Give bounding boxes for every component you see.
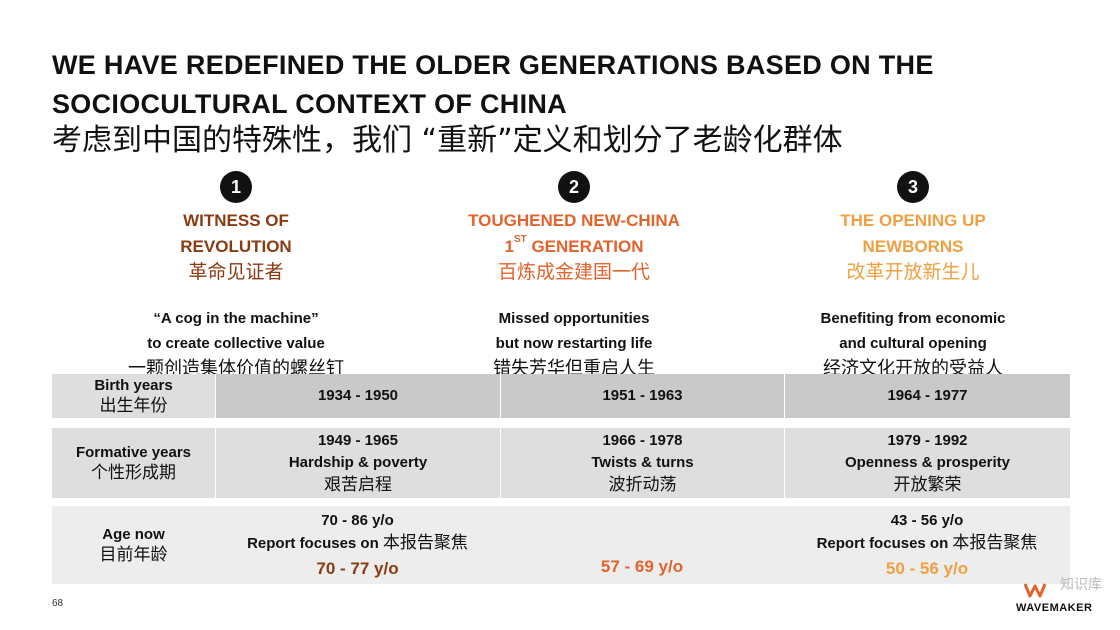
generation-description: “A cog in the machine” to create collect… bbox=[86, 306, 386, 356]
row-label: Formative years 个性形成期 bbox=[52, 428, 215, 498]
ordinal-number: 1 bbox=[504, 237, 514, 256]
generation-title-line1: TOUGHENED NEW-CHINA bbox=[468, 211, 680, 230]
generation-title-line1: THE OPENING UP bbox=[840, 211, 986, 230]
generation-desc-line1: Benefiting from economic bbox=[820, 310, 1006, 327]
generation-desc-zh: 一颗创造集体价值的螺丝钉 bbox=[128, 358, 344, 379]
report-focus-en: Report focuses on bbox=[816, 534, 953, 552]
table-cell: 1966 - 1978 Twists & turns 波折动荡 bbox=[500, 428, 784, 498]
formative-desc-en: Hardship & poverty bbox=[288, 454, 428, 471]
row-label-zh: 个性形成期 bbox=[91, 463, 176, 483]
report-focus-label: Report focuses on 本报告聚焦 bbox=[247, 532, 468, 555]
page-title-zh: 考虑到中国的特殊性，我们 “重新”定义和划分了老龄化群体 bbox=[52, 123, 843, 158]
generation-word: GENERATION bbox=[526, 237, 644, 256]
table-cell: 1934 - 1950 bbox=[215, 374, 500, 418]
table-row-birth-years: Birth years 出生年份 1934 - 1950 1951 - 1963… bbox=[52, 374, 1070, 418]
generation-desc-line2: to create collective value bbox=[147, 335, 325, 352]
row-label-zh: 出生年份 bbox=[99, 396, 168, 416]
formative-years-range: 1979 - 1992 bbox=[887, 432, 968, 449]
generation-title-zh: 革命见证者 bbox=[188, 261, 284, 283]
formative-desc-en: Openness & prosperity bbox=[844, 454, 1011, 471]
row-label-en: Formative years bbox=[75, 444, 192, 461]
generation-title: TOUGHENED NEW-CHINA 1ST GENERATION bbox=[424, 208, 724, 260]
watermark-text: 知识库 bbox=[1060, 577, 1102, 593]
row-label-zh: 目前年龄 bbox=[99, 545, 168, 565]
report-focus-zh: 本报告聚焦 bbox=[382, 532, 468, 553]
generation-title-line2: REVOLUTION bbox=[180, 237, 292, 256]
focus-age-range: 57 - 69 y/o bbox=[600, 557, 684, 576]
generation-description: Missed opportunities but now restarting … bbox=[424, 306, 724, 356]
generation-3: 3 THE OPENING UP NEWBORNS 改革开放新生儿 Benefi… bbox=[763, 171, 1063, 381]
report-focus-label: Report focuses on 本报告聚焦 bbox=[817, 532, 1038, 555]
row-label: Age now 目前年龄 bbox=[52, 506, 215, 584]
formative-years-range: 1966 - 1978 bbox=[602, 432, 683, 449]
focus-age-range: 50 - 56 y/o bbox=[885, 558, 969, 578]
row-label: Birth years 出生年份 bbox=[52, 374, 215, 418]
age-range: 43 - 56 y/o bbox=[890, 511, 964, 529]
page-title-en: WE HAVE REDEFINED THE OLDER GENERATIONS … bbox=[52, 50, 934, 119]
generation-desc-line2: but now restarting life bbox=[495, 335, 653, 352]
generation-desc-line2: and cultural opening bbox=[839, 335, 987, 352]
row-label-en: Birth years bbox=[94, 377, 173, 394]
table-cell: 1949 - 1965 Hardship & poverty 艰苦启程 bbox=[215, 428, 500, 498]
table-cell: 57 - 69 y/o bbox=[500, 506, 784, 584]
page-number: 68 bbox=[52, 598, 64, 609]
generation-1: 1 WITNESS OF REVOLUTION 革命见证者 “A cog in … bbox=[86, 171, 386, 381]
formative-desc-zh: 波折动荡 bbox=[608, 475, 677, 495]
generation-title-zh: 百炼成金建国一代 bbox=[497, 261, 650, 283]
generation-description: Benefiting from economic and cultural op… bbox=[763, 306, 1063, 356]
generation-desc-line1: “A cog in the machine” bbox=[153, 310, 319, 327]
wavemaker-logo-icon bbox=[1023, 582, 1050, 603]
generation-title-zh: 改革开放新生儿 bbox=[846, 261, 980, 283]
generation-number-badge: 2 bbox=[558, 171, 590, 203]
table-row-age-now: Age now 目前年龄 70 - 86 y/o Report focuses … bbox=[52, 506, 1070, 584]
generation-title-line2: NEWBORNS bbox=[862, 237, 964, 256]
generation-title: WITNESS OF REVOLUTION bbox=[86, 208, 386, 260]
wavemaker-logo: WAVEMAKER bbox=[1010, 582, 1110, 622]
generation-title-line2: 1ST GENERATION bbox=[424, 234, 724, 260]
table-row-formative-years: Formative years 个性形成期 1949 - 1965 Hardsh… bbox=[52, 428, 1070, 498]
wavemaker-logo-text: WAVEMAKER bbox=[1016, 602, 1093, 614]
table-cell: 43 - 56 y/o Report focuses on 本报告聚焦 50 -… bbox=[784, 506, 1070, 584]
generation-desc-zh: 经济文化开放的受益人 bbox=[823, 358, 1003, 379]
age-range: 70 - 86 y/o bbox=[321, 511, 394, 529]
generation-number-badge: 3 bbox=[897, 171, 929, 203]
report-focus-en: Report focuses on bbox=[247, 534, 383, 552]
wavemaker-mark-icon bbox=[1023, 583, 1047, 598]
table-cell: 1951 - 1963 bbox=[500, 374, 784, 418]
table-cell: 1979 - 1992 Openness & prosperity 开放繁荣 bbox=[784, 428, 1070, 498]
table-cell: 1964 - 1977 bbox=[784, 374, 1070, 418]
ordinal-suffix: ST bbox=[513, 234, 527, 245]
table-cell: 70 - 86 y/o Report focuses on 本报告聚焦 70 -… bbox=[215, 506, 500, 584]
generation-desc-zh: 错失芳华但重启人生 bbox=[493, 358, 655, 379]
focus-age-range: 70 - 77 y/o bbox=[316, 558, 399, 578]
generation-title-line1: WITNESS OF bbox=[183, 211, 289, 230]
generation-number-badge: 1 bbox=[220, 171, 252, 203]
generation-desc-line1: Missed opportunities bbox=[498, 310, 650, 327]
report-focus-zh: 本报告聚焦 bbox=[952, 532, 1038, 553]
row-label-en: Age now bbox=[102, 526, 165, 543]
formative-desc-zh: 开放繁荣 bbox=[893, 475, 962, 495]
formative-years-range: 1949 - 1965 bbox=[317, 432, 399, 449]
formative-desc-zh: 艰苦启程 bbox=[324, 475, 392, 495]
generation-title: THE OPENING UP NEWBORNS bbox=[763, 208, 1063, 260]
generation-2: 2 TOUGHENED NEW-CHINA 1ST GENERATION 百炼成… bbox=[424, 171, 724, 381]
formative-desc-en: Twists & turns bbox=[591, 454, 694, 471]
